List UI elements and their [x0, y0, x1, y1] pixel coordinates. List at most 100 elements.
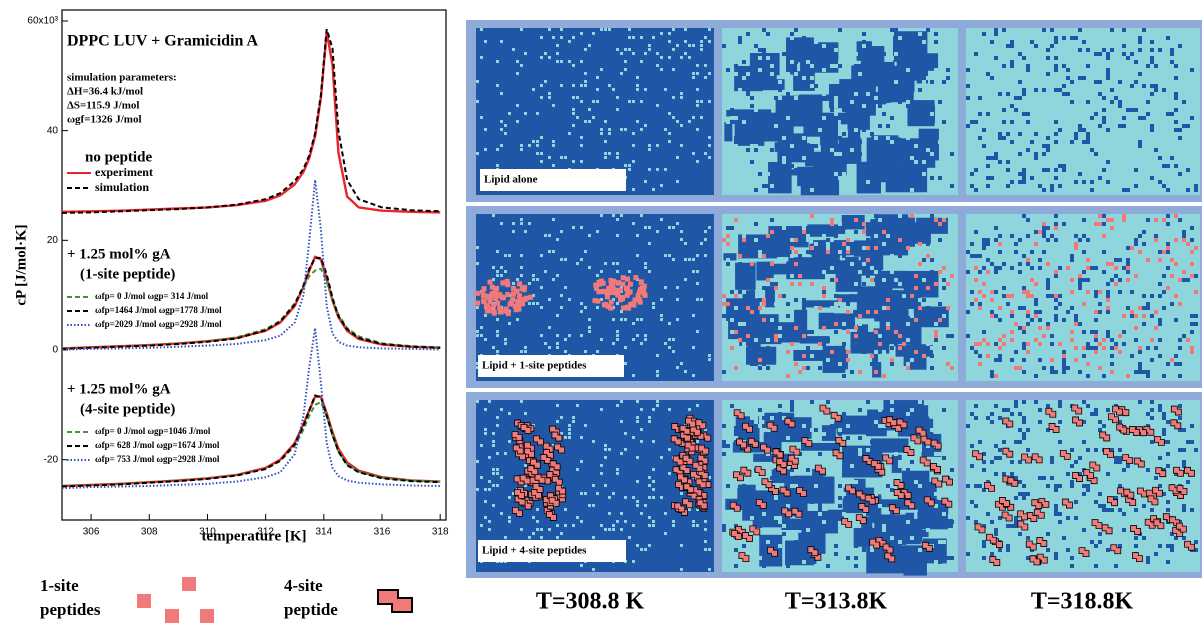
lattice-cell [636, 500, 639, 503]
lattice-cell [838, 60, 842, 64]
lattice-cell [1058, 128, 1062, 132]
lattice-cell [1182, 460, 1186, 464]
lattice-cell [580, 226, 583, 229]
lattice-cell [914, 36, 918, 40]
lattice-cell [726, 424, 730, 428]
lattice-cell [942, 298, 946, 302]
lattice-cell [576, 516, 579, 519]
lattice-cell [1074, 322, 1078, 326]
lattice-cell [746, 148, 750, 152]
lattice-cell [786, 436, 790, 440]
lattice-cell [556, 342, 559, 345]
lattice-cell [496, 472, 499, 475]
lattice-cell [834, 100, 838, 104]
lattice-cell [644, 262, 647, 265]
lattice-cell [790, 480, 794, 484]
lattice-cell [1106, 160, 1110, 164]
lattice-cell [516, 72, 519, 75]
lattice-cell [766, 172, 770, 176]
lattice-cell [644, 226, 647, 229]
legend-label: ωfp= 0 J/mol ωgp= 314 J/mol [95, 291, 209, 301]
lattice-cell [1086, 346, 1090, 350]
lattice-cell [1090, 330, 1094, 334]
lattice-cell [986, 112, 990, 116]
lattice-cell [1186, 278, 1190, 282]
lattice-cell [1166, 544, 1170, 548]
lattice-cell [1086, 238, 1090, 242]
lattice-cell [802, 156, 806, 160]
lattice-cell [1026, 262, 1030, 266]
lattice-cell [1010, 310, 1014, 314]
lattice-cell [742, 112, 746, 116]
lattice-cell [910, 480, 914, 484]
lattice-cell [656, 230, 659, 233]
lattice-cell [484, 488, 487, 491]
legend-label: ωfp= 753 J/mol ωgp=2928 J/mol [95, 454, 220, 464]
lattice-cell [998, 160, 1002, 164]
lattice-cell [822, 342, 826, 346]
lattice-cell [1150, 40, 1154, 44]
lattice-cell [938, 318, 942, 322]
lattice-cell [898, 540, 902, 544]
lattice-cell [798, 274, 802, 278]
lattice-cell [496, 250, 499, 253]
lattice-cell [704, 540, 707, 543]
lattice-cell [532, 302, 535, 305]
lattice-cell [484, 148, 487, 151]
lattice-cell [858, 140, 862, 144]
lattice-cell [1006, 132, 1010, 136]
domain [919, 129, 939, 161]
lattice-cell [1158, 180, 1162, 184]
lattice-cell [838, 540, 842, 544]
lattice-cell [786, 524, 790, 528]
lattice-cell [726, 552, 730, 556]
lattice-cell [766, 36, 770, 40]
lattice-cell [556, 524, 559, 527]
lattice-cell [688, 120, 691, 123]
lattice-cell [1034, 302, 1038, 306]
lattice-cell [1070, 330, 1074, 334]
lattice-cell [1170, 258, 1174, 262]
lattice-cell [1126, 188, 1130, 192]
lattice-cell [696, 128, 699, 131]
lattice-cell [950, 92, 954, 96]
lattice-cell [1066, 76, 1070, 80]
lattice-cell [1046, 484, 1050, 488]
lattice-cell [830, 64, 834, 68]
lattice-cell [914, 144, 918, 148]
lattice-cell [508, 516, 511, 519]
lattice-cell [1142, 504, 1146, 508]
lattice-cell [1122, 330, 1126, 334]
lattice-cell [978, 270, 982, 274]
temperature-label: T=318.8K [1031, 589, 1134, 615]
lattice-cell [1046, 322, 1050, 326]
lattice-cell [580, 84, 583, 87]
lattice-cell [528, 282, 531, 285]
lattice-cell [970, 290, 974, 294]
lattice-cell [1174, 362, 1178, 366]
lattice-cell [894, 302, 898, 306]
lattice-cell [770, 184, 774, 188]
lattice-cell [1010, 524, 1014, 528]
lattice-cell [600, 28, 603, 31]
domain [894, 231, 915, 240]
lattice-cell [620, 128, 623, 131]
lattice-cell [1094, 338, 1098, 342]
lattice-cell [918, 88, 922, 92]
lattice-cell [524, 464, 527, 467]
lattice-cell [696, 270, 699, 273]
lattice-cell [1062, 358, 1066, 362]
lattice-cell [802, 230, 806, 234]
lattice-cell [540, 254, 543, 257]
lattice-cell [620, 400, 623, 403]
lattice-cell [1030, 40, 1034, 44]
lattice-cell [846, 532, 850, 536]
lattice-cell [750, 310, 754, 314]
y-tick-label: 40 [47, 125, 59, 136]
lattice-cell [1070, 290, 1074, 294]
lattice-cell [730, 222, 734, 226]
lattice-cell [1086, 132, 1090, 136]
lattice-cell [1146, 100, 1150, 104]
lattice-cell [696, 88, 699, 91]
lattice-cell [942, 346, 946, 350]
